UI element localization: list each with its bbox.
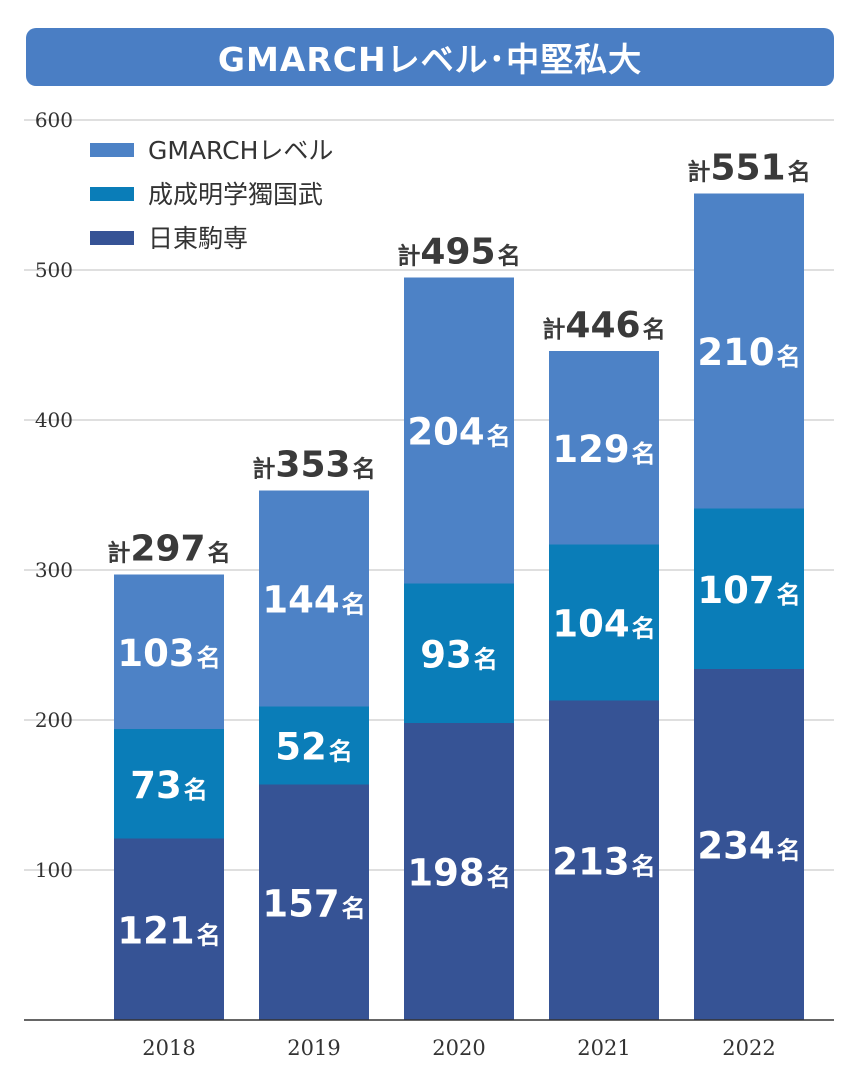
data-label-2020-series-1: 93名: [420, 633, 498, 676]
y-axis-tick-labels: 100 200 300 400 500 600: [35, 108, 73, 882]
bar-2021-series-0: [549, 700, 659, 1020]
x-tick-label-2020: 2020: [432, 1036, 485, 1060]
data-label-2022-series-1: 107名: [697, 569, 800, 612]
data-label-2018-series-1: 73名: [130, 764, 208, 807]
bar-2019-series-1: [259, 706, 369, 785]
bar-2018-series-0: [114, 838, 224, 1020]
y-tick-label-200: 200: [35, 708, 73, 732]
bar-2018-series-1: [114, 729, 224, 839]
data-label-2022-series-0: 234名: [697, 825, 800, 868]
data-label-2021-series-0: 213名: [552, 840, 655, 883]
legend-label-0: GMARCHレベル: [148, 136, 333, 165]
total-label-2019: 計353名: [252, 445, 375, 486]
data-label-2020-series-2: 204名: [407, 411, 510, 454]
total-label-2020: 計495名: [397, 232, 520, 273]
chart-title: GMARCHレベル･中堅私大: [26, 28, 834, 86]
legend-swatch-0: [90, 143, 134, 157]
bar-2018-series-2: [114, 574, 224, 729]
y-tick-label-500: 500: [35, 258, 73, 282]
x-tick-label-2021: 2021: [577, 1036, 630, 1060]
y-tick-label-400: 400: [35, 408, 73, 432]
data-label-2022-series-2: 210名: [697, 331, 800, 374]
data-labels: 121名 73名 103名 計297名 157名 52名 144名 計353名 198名 93名 2…: [107, 148, 810, 953]
total-label-2018: 計297名: [107, 529, 230, 570]
legend-swatch-1: [90, 187, 134, 201]
x-tick-label-2022: 2022: [722, 1036, 775, 1060]
bar-2022-series-1: [694, 508, 804, 669]
x-tick-label-2018: 2018: [142, 1036, 195, 1060]
data-label-2021-series-2: 129名: [552, 428, 655, 471]
data-label-2019-series-1: 52名: [275, 726, 353, 769]
bar-2019-series-2: [259, 490, 369, 707]
data-label-2018-series-2: 103名: [117, 632, 220, 675]
y-tick-label-100: 100: [35, 858, 73, 882]
data-label-2018-series-0: 121名: [117, 909, 220, 952]
legend-swatch-2: [90, 231, 134, 245]
x-axis-tick-labels: 2018 2019 2020 2021 2022: [142, 1036, 775, 1060]
x-tick-label-2019: 2019: [287, 1036, 340, 1060]
data-label-2019-series-2: 144名: [262, 579, 365, 622]
bar-2022-series-2: [694, 193, 804, 509]
bars: [114, 193, 804, 1020]
bar-2022-series-0: [694, 669, 804, 1020]
y-tick-label-300: 300: [35, 558, 73, 582]
data-label-2019-series-0: 157名: [262, 882, 365, 925]
data-label-2021-series-1: 104名: [552, 603, 655, 646]
bar-2019-series-0: [259, 784, 369, 1020]
legend-label-1: 成成明学獨国武: [148, 180, 323, 209]
bar-2021-series-1: [549, 544, 659, 701]
data-label-2020-series-0: 198名: [407, 852, 510, 895]
bar-2020-series-0: [404, 723, 514, 1020]
bar-2021-series-2: [549, 351, 659, 545]
total-label-2021: 計446名: [542, 305, 665, 346]
bar-2020-series-1: [404, 583, 514, 723]
y-tick-label-600: 600: [35, 108, 73, 132]
legend-label-2: 日東駒専: [148, 224, 248, 253]
total-label-2022: 計551名: [687, 148, 810, 189]
bar-2020-series-2: [404, 277, 514, 584]
